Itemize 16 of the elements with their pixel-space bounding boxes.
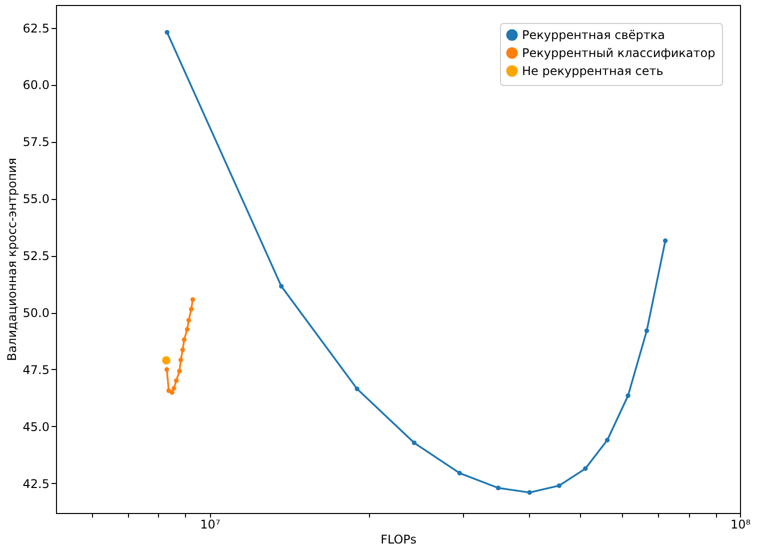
y-tick-label: 50.0 [22,306,50,320]
x-axis-title: FLOPs [380,532,416,546]
y-tick-label: 42.5 [22,476,50,491]
y-axis-title: Валидационная кросс-энтропия [4,158,19,362]
y-tick-label: 62.5 [22,21,50,36]
y-tick-label: 55.0 [22,192,50,206]
legend-label: Рекуррентная свёртка [522,28,665,42]
x-tick-label: 10⁷ [200,518,220,532]
y-tick-label: 45.0 [22,420,50,434]
y-tick-label: 47.5 [22,362,50,377]
legend-label: Не рекуррентная сеть [522,64,664,78]
y-tick-label: 57.5 [22,135,50,150]
legend-label: Рекуррентный классификатор [522,46,716,60]
x-tick-label: 10⁸ [730,518,751,532]
y-tick-label: 60.0 [22,78,50,92]
y-tick-label: 52.5 [22,249,50,264]
